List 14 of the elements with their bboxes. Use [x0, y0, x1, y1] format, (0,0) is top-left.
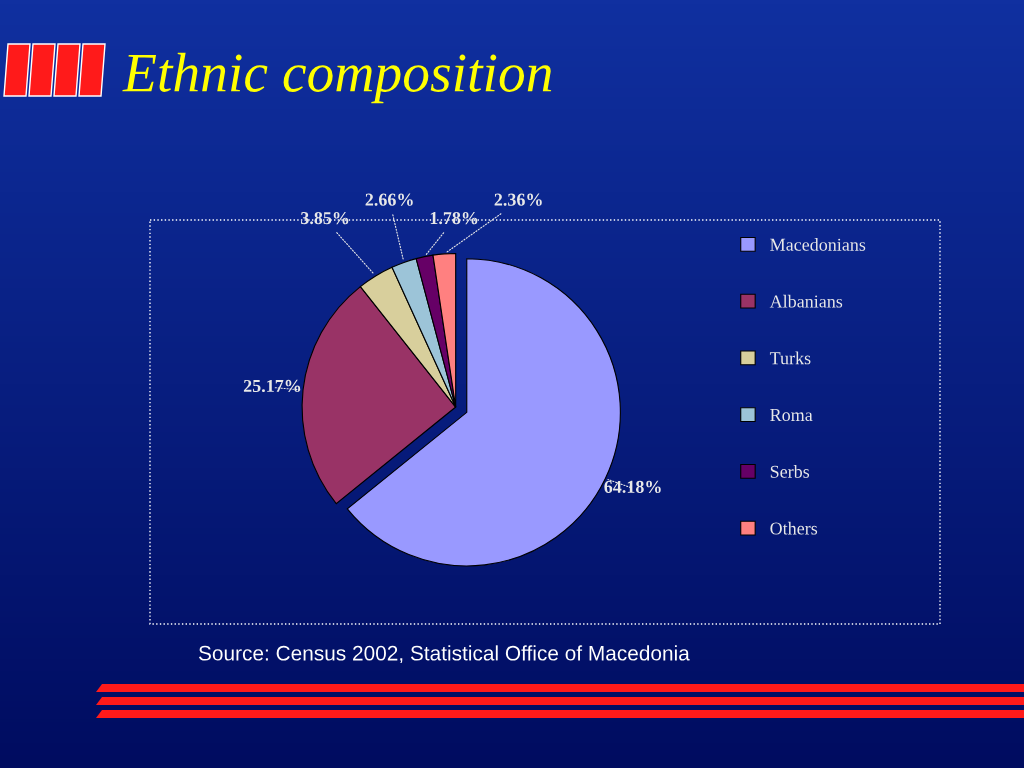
legend-label: Others	[770, 521, 818, 535]
legend-label: Albanians	[769, 294, 843, 308]
data-label: 1.78%	[430, 211, 478, 225]
chart-title: Ethnic composition	[122, 52, 552, 104]
source-note: Source: Census 2002, Statistical Office of Macedonia	[198, 645, 690, 664]
data-label: 2.36%	[494, 193, 542, 206]
legend-label: Macedonians	[770, 238, 866, 251]
data-label: 2.66%	[365, 193, 413, 206]
data-label: 64.18%	[604, 480, 661, 494]
data-label: 3.85%	[300, 211, 349, 225]
data-label: 25.17%	[243, 379, 301, 393]
legend-label: Roma	[770, 409, 813, 422]
legend-label: Serbs	[770, 465, 810, 478]
legend-label: Turks	[769, 351, 811, 365]
